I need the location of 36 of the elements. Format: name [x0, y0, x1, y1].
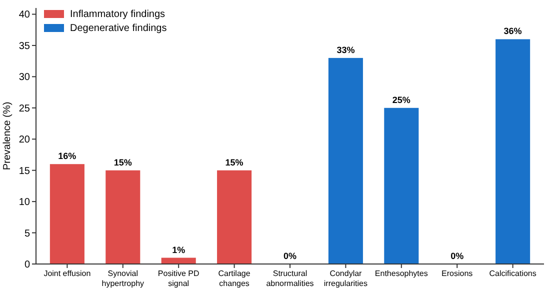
y-axis-title: Prevalence (%) — [2, 102, 13, 170]
x-tick-label: Erosions — [442, 269, 473, 278]
bar — [384, 108, 419, 264]
y-tick-label: 35 — [18, 40, 30, 52]
x-tick-label: Structural abnormalities — [266, 269, 314, 288]
bar — [496, 39, 530, 264]
x-tick-label: Positive PD signal — [158, 269, 200, 288]
x-tick-label: Synovial hypertrophy — [102, 269, 144, 288]
data-label: 1% — [172, 244, 186, 255]
bar — [106, 170, 140, 264]
data-label: 36% — [504, 26, 522, 36]
y-tick-label: 30 — [18, 72, 30, 84]
y-tick-label: 20 — [18, 134, 30, 146]
data-label: 15% — [114, 157, 132, 168]
data-label: 33% — [336, 44, 355, 55]
x-tick-label: Enthesophytes — [374, 269, 428, 278]
y-tick-label: 10 — [18, 197, 30, 208]
data-label: 0% — [283, 251, 297, 261]
bar — [50, 164, 84, 264]
x-tick-label: Calcifications — [489, 269, 536, 278]
bar — [328, 58, 363, 264]
legend-label: Degenerative findings — [70, 23, 167, 34]
data-label: 25% — [392, 94, 410, 105]
x-tick-label: Joint effusion — [44, 269, 91, 278]
data-label: 15% — [225, 157, 244, 168]
y-tick-label: 25 — [18, 103, 30, 114]
x-tick-label: Cartilage changes — [218, 269, 251, 288]
x-tick-label: Condylar irregularities — [324, 269, 368, 288]
bar — [217, 170, 252, 264]
y-tick-label: 5 — [24, 228, 30, 240]
y-tick-label: 40 — [18, 10, 30, 21]
y-tick-label: 15 — [18, 166, 30, 177]
data-label: 16% — [58, 151, 76, 162]
y-tick-label: 0 — [24, 260, 30, 270]
data-label: 0% — [450, 251, 464, 261]
legend-label: Inflammatory findings — [70, 9, 166, 20]
